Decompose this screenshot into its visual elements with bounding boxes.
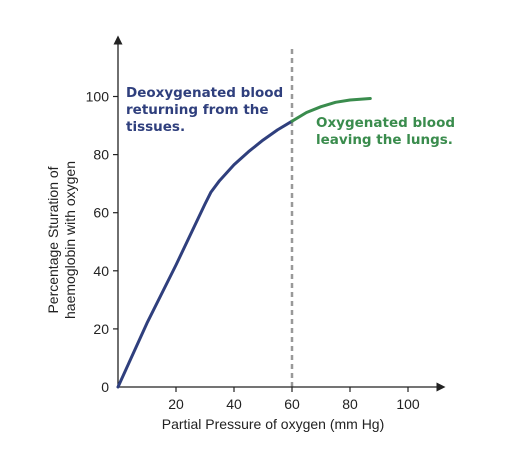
x-tick-label-20: 20 bbox=[168, 396, 184, 412]
y-tick-label-80: 80 bbox=[93, 147, 109, 163]
series-line-2 bbox=[290, 97, 372, 123]
y-axis-title-line-2: haemoglobin with oxygen bbox=[62, 161, 78, 319]
annotation-1-line-3: tissues. bbox=[126, 119, 185, 135]
annotation-1-line-2: returning from the bbox=[126, 102, 269, 118]
y-tick-label-0: 0 bbox=[101, 379, 109, 395]
y-tick-label-100: 100 bbox=[86, 89, 110, 105]
y-tick-label-60: 60 bbox=[93, 205, 109, 221]
y-tick-label-20: 20 bbox=[93, 321, 109, 337]
x-tick-label-100: 100 bbox=[396, 396, 420, 412]
x-tick-label-40: 40 bbox=[226, 396, 242, 412]
annotation-1-line-1: Deoxygenated blood bbox=[126, 85, 283, 101]
annotation-2-line-1: Oxygenated blood bbox=[316, 115, 455, 131]
y-tick-label-40: 40 bbox=[93, 263, 109, 279]
x-tick-label-60: 60 bbox=[284, 396, 300, 412]
y-axis-title-line-1: Percentage Sturation of bbox=[45, 166, 61, 313]
x-axis-title: Partial Pressure of oxygen (mm Hg) bbox=[162, 416, 385, 432]
series-line-1 bbox=[116, 119, 294, 389]
x-tick-label-80: 80 bbox=[342, 396, 358, 412]
annotation-2-line-2: leaving the lungs. bbox=[316, 132, 453, 148]
